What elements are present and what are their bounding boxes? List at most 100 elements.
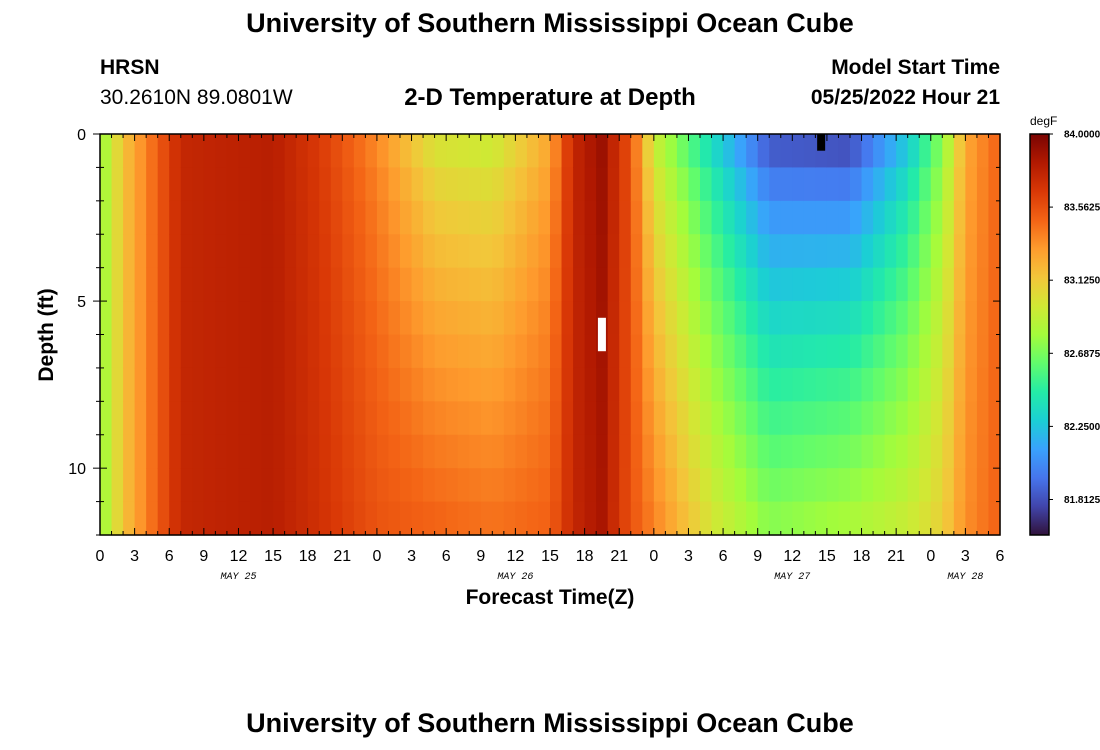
- heatmap-cell: [942, 267, 955, 302]
- heatmap-cell: [157, 134, 170, 169]
- heatmap-cell: [503, 301, 516, 336]
- heatmap-cell: [826, 234, 840, 269]
- heatmap-cell: [261, 167, 274, 202]
- heatmap-cell: [226, 134, 240, 169]
- heatmap-cell: [503, 367, 516, 402]
- heatmap-cell: [884, 301, 897, 336]
- heatmap-cell: [838, 167, 851, 202]
- heatmap-cell: [815, 468, 828, 503]
- heatmap-cell: [365, 134, 378, 169]
- heatmap-cell: [307, 167, 320, 202]
- heatmap-cell: [919, 234, 932, 269]
- heatmap-cell: [838, 301, 851, 336]
- heatmap-cell: [653, 267, 666, 302]
- heatmap-cell: [215, 234, 228, 269]
- heatmap-cell: [769, 167, 782, 202]
- heatmap-cell: [596, 434, 609, 469]
- heatmap-cell: [976, 301, 990, 336]
- heatmap-cell: [965, 334, 978, 369]
- heatmap-cell: [192, 334, 205, 369]
- heatmap-cell: [480, 234, 493, 269]
- heatmap-cell: [665, 267, 678, 302]
- x-date-label: MAY 26: [497, 572, 533, 583]
- heatmap-cell: [734, 434, 747, 469]
- heatmap-cell: [619, 234, 632, 269]
- heatmap-cell: [630, 367, 643, 402]
- heatmap-cell: [180, 468, 193, 503]
- heatmap-cell: [884, 468, 897, 503]
- heatmap-cell: [700, 167, 713, 202]
- heatmap-cell: [400, 267, 413, 302]
- heatmap-cell: [619, 367, 632, 402]
- heatmap-cell: [642, 134, 655, 169]
- heatmap-cell: [146, 301, 159, 336]
- heatmap-cell: [342, 234, 355, 269]
- heatmap-cell: [203, 234, 216, 269]
- heatmap-cell: [965, 267, 978, 302]
- heatmap-cell: [942, 167, 955, 202]
- heatmap-cell: [676, 401, 690, 436]
- heatmap-cell: [965, 200, 978, 235]
- heatmap-cell: [988, 267, 1001, 302]
- heatmap-cell: [492, 267, 505, 302]
- heatmap-cell: [388, 434, 401, 469]
- heatmap-cell: [653, 167, 666, 202]
- heatmap-cell: [411, 501, 424, 536]
- heatmap-cell: [573, 434, 586, 469]
- heatmap-cell: [619, 501, 632, 536]
- heatmap-cell: [907, 267, 920, 302]
- heatmap-cell: [203, 134, 216, 169]
- heatmap-cell: [988, 134, 1001, 169]
- heatmap-cell: [400, 434, 413, 469]
- heatmap-cell: [930, 301, 943, 336]
- heatmap-cell: [723, 234, 736, 269]
- heatmap-cell: [192, 434, 205, 469]
- heatmap-cell: [919, 501, 932, 536]
- x-tick-label: 0: [372, 548, 381, 565]
- heatmap-cell: [550, 401, 563, 436]
- heatmap-cell: [296, 301, 309, 336]
- heatmap-cell: [965, 401, 978, 436]
- heatmap-cell: [803, 468, 816, 503]
- heatmap-cell: [803, 200, 816, 235]
- heatmap-cell: [838, 134, 851, 169]
- heatmap-cell: [538, 367, 551, 402]
- heatmap-cell: [215, 267, 228, 302]
- y-axis-title: Depth (ft): [35, 288, 58, 381]
- heatmap-cell: [111, 301, 124, 336]
- heatmap-cell: [492, 367, 505, 402]
- heatmap-cell: [388, 334, 401, 369]
- x-tick-label: 21: [887, 548, 905, 565]
- heatmap-cell: [111, 501, 124, 536]
- heatmap-cell: [526, 468, 540, 503]
- heatmap-cell: [873, 200, 886, 235]
- heatmap-cell: [676, 301, 690, 336]
- heatmap-cell: [665, 501, 678, 536]
- heatmap-cell: [873, 134, 886, 169]
- x-tick-label: 12: [783, 548, 801, 565]
- heatmap-cell: [400, 334, 413, 369]
- heatmap-cell: [769, 434, 782, 469]
- heatmap-cell: [123, 501, 136, 536]
- heatmap-cell: [480, 501, 493, 536]
- temperature-heatmap-chart: 0 3 6 9 12 15 18 21 0 3 6 9 12 15 18 21 0 3 6 9 12 15 18 21 0 3 6 M…: [35, 114, 1100, 609]
- plot-title: 2-D Temperature at Depth: [404, 84, 696, 111]
- heatmap-cell: [376, 468, 390, 503]
- heatmap-cell: [550, 234, 563, 269]
- heatmap-cell: [676, 134, 690, 169]
- heatmap-cell: [434, 267, 447, 302]
- heatmap-marker: [817, 134, 826, 151]
- heatmap-cell: [688, 501, 701, 536]
- x-tick-label: 3: [684, 548, 693, 565]
- heatmap-cell: [400, 468, 413, 503]
- heatmap-cell: [330, 367, 343, 402]
- heatmap-cell: [792, 267, 805, 302]
- heatmap-cell: [850, 501, 863, 536]
- heatmap-cell: [180, 200, 193, 235]
- heatmap-cell: [815, 334, 828, 369]
- heatmap-cell: [815, 434, 828, 469]
- heatmap-cell: [469, 200, 482, 235]
- heatmap-cell: [469, 301, 482, 336]
- heatmap-cell: [376, 334, 390, 369]
- heatmap-cell: [203, 167, 216, 202]
